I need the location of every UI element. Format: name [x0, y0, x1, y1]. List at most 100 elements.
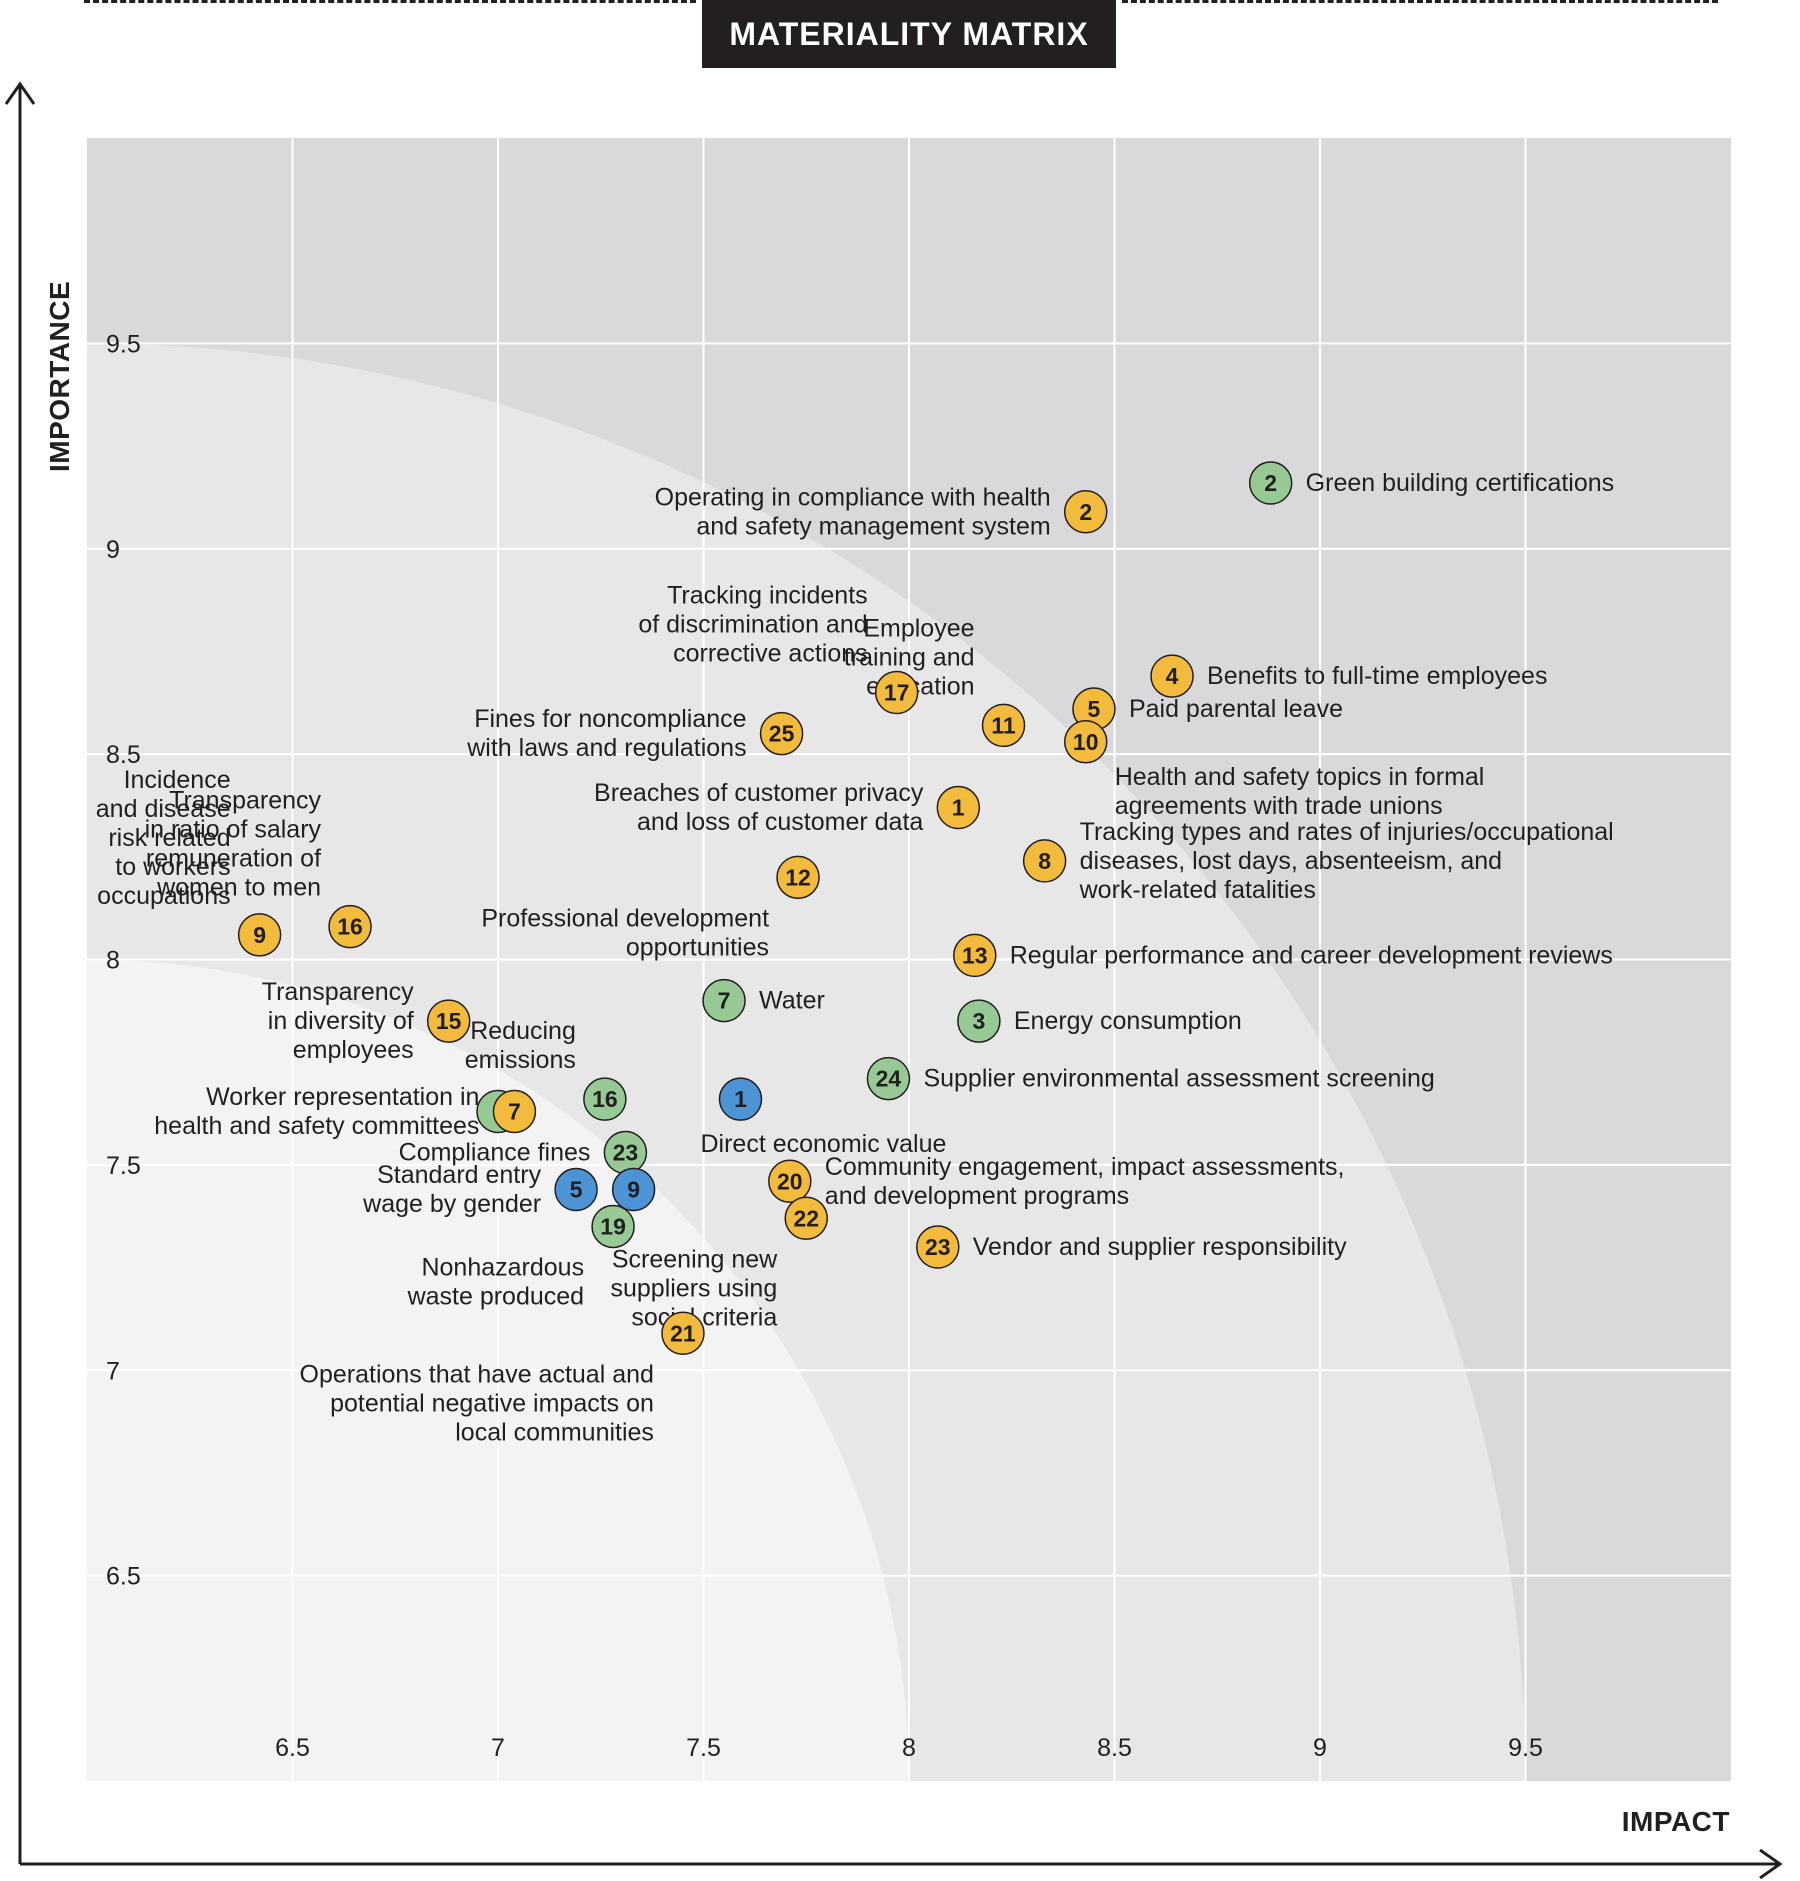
data-point-marker: [328, 904, 372, 949]
data-point-id: 3: [972, 1008, 985, 1034]
x-axis-title: IMPACT: [1621, 1806, 1730, 1837]
data-point-label-line: social criteria: [631, 1303, 777, 1331]
data-point-label-line: in ratio of salary: [145, 816, 322, 844]
data-point-label: Standard entry wage by gender: [362, 1161, 541, 1218]
x-tick-label: 6.5: [275, 1734, 310, 1762]
data-point-id: 10: [1073, 729, 1099, 755]
data-point-id: 7: [718, 988, 731, 1014]
data-point-label-line: work-related fatalities: [1079, 876, 1316, 904]
data-point-marker: [874, 670, 919, 715]
data-point-label-line: opportunities: [626, 933, 769, 961]
data-point-label: Compliance fines: [399, 1139, 591, 1167]
data-point-label: Transparency in ratio of salary remunerati…: [145, 787, 322, 902]
data-point-label: Operations that have actual and potential…: [300, 1360, 654, 1446]
data-point-label-line: occupations: [97, 882, 230, 910]
data-point-id: 13: [962, 942, 988, 968]
data-point-label: Incidence and disease risk related to worke…: [96, 766, 231, 910]
data-point-label: Tracking types and rates of injuries/occ…: [1079, 818, 1614, 904]
data-point-label-line: Employee: [863, 614, 974, 642]
data-point-marker: [554, 1167, 598, 1212]
data-point-marker: [1150, 654, 1194, 698]
y-tick-label: 9.5: [106, 330, 141, 358]
data-point-label-line: Professional development: [481, 904, 769, 932]
data-point-label-line: with laws and regulations: [466, 734, 746, 762]
x-tick-label: 8.5: [1097, 1734, 1132, 1762]
data-point-label-line: waste produced: [407, 1282, 585, 1310]
data-point-label-line: Water: [759, 987, 825, 1015]
y-tick-label: 9: [106, 536, 120, 564]
data-point-marker: [784, 1196, 828, 1241]
data-point-label-line: Transparency: [262, 978, 414, 1006]
y-axis-arrowhead: [4, 81, 36, 105]
data-point-label-line: health and safety committees: [154, 1112, 479, 1140]
data-point-marker: [583, 1077, 627, 1121]
data-point-marker: [611, 1167, 656, 1212]
data-point-label-line: to workers: [115, 853, 230, 881]
data-point-label: Professional development opportunities: [481, 904, 769, 961]
data-point-label: Green building certifications: [1306, 469, 1615, 497]
data-point-label-line: Incidence: [124, 766, 231, 794]
data-point-label: Benefits to full-time employees: [1207, 662, 1547, 690]
data-point-label-line: Tracking incidents: [667, 582, 868, 610]
data-point-label-line: potential negative impacts on: [330, 1389, 654, 1417]
data-point-id: 23: [925, 1234, 951, 1260]
data-point-id: 24: [876, 1066, 902, 1092]
data-point-id: 5: [1088, 696, 1101, 722]
data-point-label-line: Reducing: [470, 1017, 576, 1045]
data-point-marker: [237, 913, 282, 957]
data-point-label-line: Operating in compliance with health: [655, 483, 1051, 511]
data-point-id: 7: [508, 1098, 521, 1124]
data-point-marker: [661, 1311, 705, 1356]
x-tick-label: 7: [491, 1734, 505, 1762]
data-point-id: 16: [592, 1086, 618, 1112]
data-point-label-line: suppliers using: [610, 1274, 777, 1302]
data-point-id: 1: [734, 1086, 747, 1112]
data-point-id: 20: [777, 1168, 803, 1194]
data-point-marker: [916, 1225, 960, 1269]
data-point-label-line: Green building certifications: [1306, 469, 1615, 497]
title-dash-left: [84, 0, 696, 3]
data-point-label: Reducing emissions: [465, 1017, 576, 1074]
data-point-marker: [1063, 490, 1108, 534]
data-point-label-line: and safety management system: [696, 512, 1050, 540]
data-point-label-line: remuneration of: [146, 845, 321, 873]
data-point-id: 15: [436, 1008, 462, 1034]
data-point-label: Community engagement, impact assessments…: [825, 1153, 1345, 1210]
data-point-label-line: Standard entry: [377, 1161, 541, 1189]
data-point-label-line: Regular performance and career developme…: [1010, 941, 1613, 969]
data-point-label: Operating in compliance with health and s…: [655, 483, 1051, 540]
y-tick-label: 7: [106, 1357, 120, 1385]
data-point-marker: [759, 711, 804, 756]
data-point-id: 1: [952, 795, 965, 821]
data-point-marker: [1063, 720, 1108, 764]
data-point-marker: [981, 703, 1026, 748]
data-point-marker: [936, 785, 981, 830]
data-point-marker: [702, 978, 746, 1023]
data-point-label-line: wage by gender: [362, 1190, 541, 1218]
data-point-label-line: employees: [293, 1036, 414, 1064]
data-point-label-line: Energy consumption: [1014, 1007, 1242, 1035]
data-point-marker: [866, 1056, 911, 1101]
data-point-label: Worker representation in health and safet…: [154, 1083, 479, 1140]
x-axis-arrowhead: [1759, 1848, 1783, 1880]
data-point-marker: [591, 1204, 635, 1249]
data-point-label-line: risk related: [108, 824, 230, 852]
y-tick-label: 8: [106, 947, 120, 975]
data-point-label-line: Tracking types and rates of injuries/occ…: [1080, 818, 1614, 846]
data-point-marker: [1248, 461, 1293, 505]
data-point-label-line: and loss of customer data: [637, 808, 923, 836]
data-point-label-line: of discrimination and: [638, 611, 867, 639]
data-point-label: Fines for noncompliance with laws and reg…: [466, 705, 746, 762]
data-point-marker: [1022, 839, 1067, 883]
data-point-label: Tracking incidents of discrimination and c…: [638, 582, 867, 668]
y-tick-label: 7.5: [106, 1152, 141, 1180]
data-point-id: 19: [600, 1213, 626, 1239]
data-point-id: 25: [769, 721, 795, 747]
data-point-marker: [718, 1077, 763, 1121]
data-point-label: Vendor and supplier responsibility: [973, 1233, 1347, 1261]
data-point-label: Supplier environmental assessment screen…: [923, 1065, 1434, 1093]
data-point-id: 8: [1038, 848, 1051, 874]
data-point-label-line: Benefits to full-time employees: [1207, 662, 1547, 690]
data-point-id: 11: [991, 712, 1016, 738]
